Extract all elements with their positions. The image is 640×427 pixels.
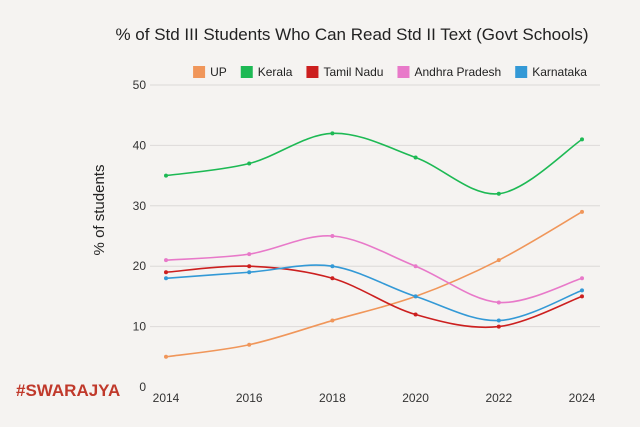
- data-point: [330, 276, 335, 281]
- data-point: [247, 264, 252, 269]
- data-point: [164, 276, 168, 281]
- data-point: [496, 258, 501, 263]
- x-tick-label: 2018: [319, 391, 346, 405]
- data-point: [580, 288, 584, 293]
- legend-label: UP: [210, 65, 227, 79]
- data-point: [164, 258, 168, 263]
- swarajya-logo: #SWARAJYA: [16, 381, 121, 400]
- series-line-andhra-pradesh: [165, 235, 583, 304]
- data-point: [413, 294, 418, 299]
- data-point: [496, 191, 501, 196]
- data-point: [496, 300, 501, 305]
- data-point: [330, 131, 335, 136]
- x-tick-label: 2024: [569, 391, 596, 405]
- chart-title: % of Std III Students Who Can Read Std I…: [115, 25, 588, 44]
- data-point: [496, 318, 501, 323]
- x-tick-label: 2022: [485, 391, 512, 405]
- data-point: [247, 161, 252, 166]
- data-point: [580, 276, 584, 281]
- legend-label: Kerala: [258, 65, 293, 79]
- x-tick-label: 2020: [402, 391, 429, 405]
- data-point: [413, 312, 418, 317]
- y-tick-label: 0: [139, 380, 146, 394]
- legend-swatch: [193, 66, 206, 78]
- data-point: [580, 137, 584, 142]
- y-tick-label: 10: [133, 320, 147, 334]
- data-point: [496, 324, 501, 329]
- legend-swatch: [515, 66, 528, 78]
- data-point: [580, 294, 584, 299]
- data-point: [580, 209, 584, 214]
- x-tick-label: 2016: [236, 391, 263, 405]
- series-line-up: [165, 211, 583, 358]
- y-tick-label: 50: [133, 78, 147, 92]
- data-point: [330, 234, 335, 238]
- data-point: [247, 342, 252, 347]
- legend-swatch: [306, 66, 319, 78]
- legend-swatch: [397, 66, 410, 78]
- series-line-tamil-nadu: [165, 265, 583, 329]
- legend-label: Andhra Pradesh: [414, 65, 501, 79]
- legend-label: Karnataka: [532, 65, 587, 79]
- data-point: [330, 264, 335, 269]
- data-point: [247, 270, 252, 275]
- data-point: [164, 354, 168, 359]
- data-point: [164, 270, 168, 275]
- legend-label: Tamil Nadu: [323, 65, 383, 79]
- data-point: [164, 173, 168, 178]
- data-point: [413, 155, 418, 160]
- data-point: [330, 318, 335, 323]
- y-tick-label: 30: [133, 199, 147, 213]
- y-axis-label: % of students: [91, 165, 108, 256]
- x-tick-label: 2014: [153, 391, 180, 405]
- y-tick-label: 20: [133, 259, 147, 273]
- data-point: [247, 252, 252, 257]
- series-line-kerala: [165, 132, 583, 195]
- data-point: [413, 264, 418, 269]
- legend-swatch: [240, 66, 253, 78]
- series-line-karnataka: [165, 264, 583, 322]
- y-tick-label: 40: [133, 138, 147, 152]
